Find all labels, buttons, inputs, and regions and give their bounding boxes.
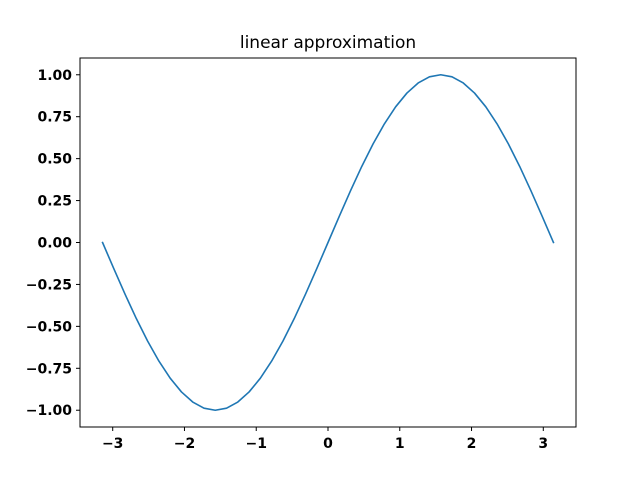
x-tick-label: −1: [245, 436, 266, 452]
chart-title: linear approximation: [240, 33, 416, 53]
x-tick-label: 1: [395, 436, 405, 452]
x-tick-label: −2: [174, 436, 195, 452]
x-tick-label: 2: [467, 436, 477, 452]
y-axis: 1.00 0.75 0.50 0.25 0.00 −0.25 −0.50 −0.75 −1.00: [26, 68, 80, 419]
x-axis: −3 −2 −1 0 1 2 3: [102, 427, 548, 452]
y-tick-label: −0.75: [26, 361, 72, 377]
y-tick-label: 0.50: [37, 152, 72, 168]
plot-area: [101, 73, 555, 412]
x-tick-label: 0: [323, 436, 333, 452]
y-tick-label: −0.50: [26, 319, 73, 335]
y-tick-label: 0.75: [37, 110, 72, 126]
y-tick-label: 1.00: [37, 68, 72, 84]
series-line-0: [101, 73, 555, 412]
y-tick-label: 0.00: [37, 236, 72, 252]
y-tick-label: −0.25: [26, 277, 72, 293]
x-tick-label: 3: [538, 436, 548, 452]
x-tick-label: −3: [102, 436, 123, 452]
y-tick-label: −1.00: [26, 403, 73, 419]
y-tick-label: 0.25: [37, 194, 72, 210]
